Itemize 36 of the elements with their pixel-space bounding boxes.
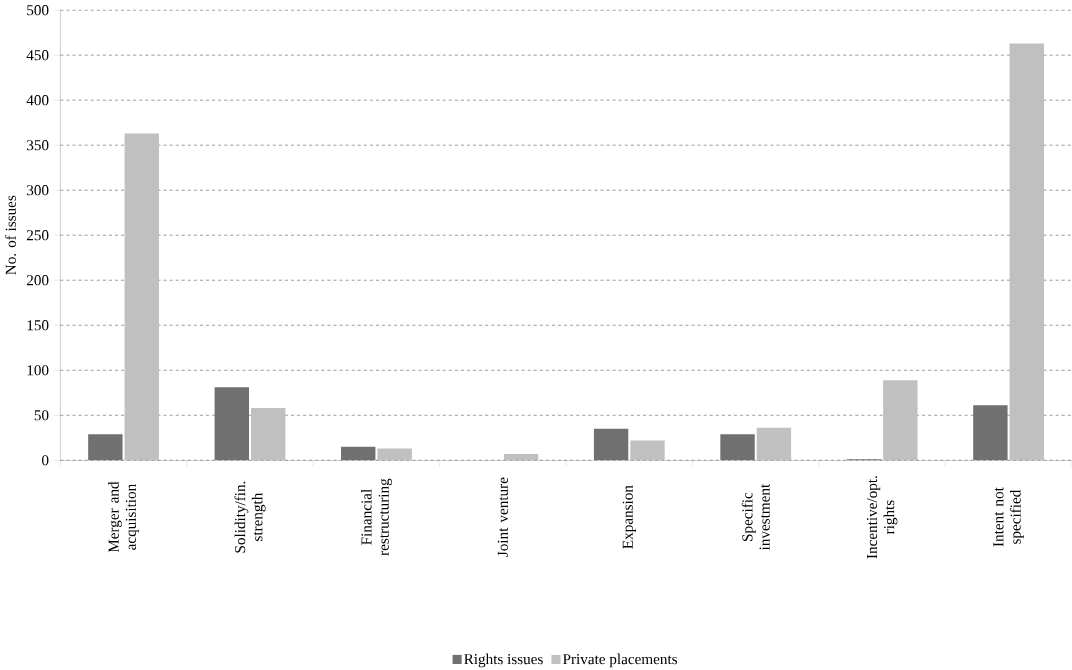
bar bbox=[1009, 43, 1044, 461]
y-tick-label: 0 bbox=[42, 454, 49, 466]
y-tick-label: 450 bbox=[26, 49, 49, 61]
y-tick-label: 250 bbox=[26, 229, 49, 241]
x-tick-label: Solidity/fin. strength bbox=[234, 481, 266, 553]
bar bbox=[720, 433, 755, 461]
x-tick-label: Expansion bbox=[622, 485, 636, 549]
x-tick-label: Intent not specified bbox=[993, 487, 1024, 547]
legend-label: Private placements bbox=[563, 653, 678, 668]
x-tick-label: Financial restructuring bbox=[360, 478, 392, 556]
bar bbox=[973, 405, 1008, 461]
y-tick-label: 200 bbox=[26, 274, 49, 286]
x-tick-label: Joint venture bbox=[497, 477, 508, 557]
bar bbox=[214, 387, 249, 461]
legend-label: Rights issues bbox=[464, 653, 543, 668]
bar bbox=[756, 427, 792, 461]
bar bbox=[341, 446, 376, 461]
y-tick-label: 50 bbox=[34, 409, 49, 421]
bar bbox=[630, 440, 665, 461]
y-tick-label: 500 bbox=[27, 4, 49, 16]
y-tick-label: 350 bbox=[27, 139, 49, 151]
y-tick-label: 300 bbox=[27, 184, 49, 196]
bar bbox=[503, 453, 539, 461]
y-tick-label: 150 bbox=[27, 319, 49, 331]
bar bbox=[883, 379, 918, 461]
y-tick-label: 100 bbox=[27, 364, 49, 376]
bar bbox=[124, 133, 159, 461]
x-tick-label: Merger and acquisition bbox=[108, 481, 140, 553]
x-tick-label: Specific investment bbox=[741, 483, 770, 550]
bar bbox=[593, 428, 629, 461]
y-axis-title: No. of issues bbox=[5, 195, 16, 275]
bar bbox=[251, 407, 286, 461]
x-tick-label: Incentive/opt. rights bbox=[866, 475, 898, 559]
bar bbox=[377, 448, 412, 461]
y-tick-label: 400 bbox=[26, 94, 49, 106]
bar bbox=[88, 433, 123, 461]
